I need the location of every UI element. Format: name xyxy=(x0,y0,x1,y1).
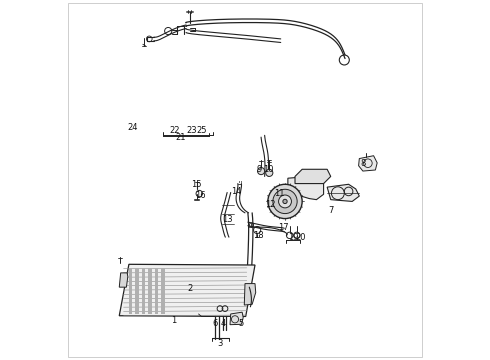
Bar xyxy=(142,267,146,314)
Bar xyxy=(148,267,152,314)
Text: 5: 5 xyxy=(238,319,244,328)
Text: 7: 7 xyxy=(328,206,333,215)
Text: 19: 19 xyxy=(288,233,298,242)
Circle shape xyxy=(268,184,302,219)
Text: 20: 20 xyxy=(295,233,306,242)
Bar xyxy=(135,267,139,314)
Bar xyxy=(129,267,132,314)
Polygon shape xyxy=(295,169,331,184)
Polygon shape xyxy=(245,284,256,305)
Text: 15: 15 xyxy=(191,180,202,189)
Bar xyxy=(161,267,165,314)
Circle shape xyxy=(258,167,265,175)
Text: 4: 4 xyxy=(221,319,226,328)
Polygon shape xyxy=(327,184,359,202)
Text: 6: 6 xyxy=(212,319,218,328)
Text: 1: 1 xyxy=(171,315,176,324)
Circle shape xyxy=(283,199,287,203)
Polygon shape xyxy=(359,156,377,171)
Text: 16: 16 xyxy=(196,190,206,199)
Text: 24: 24 xyxy=(127,123,138,132)
Text: 8: 8 xyxy=(360,159,366,168)
Circle shape xyxy=(279,195,292,208)
Text: 12: 12 xyxy=(266,200,276,209)
Text: 23: 23 xyxy=(187,126,197,135)
Text: 25: 25 xyxy=(197,126,207,135)
Text: 9: 9 xyxy=(257,165,262,174)
Text: 22: 22 xyxy=(169,126,179,135)
Polygon shape xyxy=(119,264,255,316)
Bar xyxy=(155,267,158,314)
Text: 2: 2 xyxy=(187,284,192,293)
Circle shape xyxy=(266,169,273,176)
Text: 21: 21 xyxy=(175,133,186,142)
Text: 14: 14 xyxy=(231,187,242,196)
Text: 11: 11 xyxy=(274,189,285,198)
Polygon shape xyxy=(288,176,323,200)
Text: 10: 10 xyxy=(263,165,274,174)
Text: 13: 13 xyxy=(222,215,233,224)
Polygon shape xyxy=(230,312,243,325)
Text: 3: 3 xyxy=(217,339,222,348)
Text: 17: 17 xyxy=(278,222,289,231)
Circle shape xyxy=(273,189,297,213)
Text: 18: 18 xyxy=(253,231,264,240)
Polygon shape xyxy=(119,273,128,287)
